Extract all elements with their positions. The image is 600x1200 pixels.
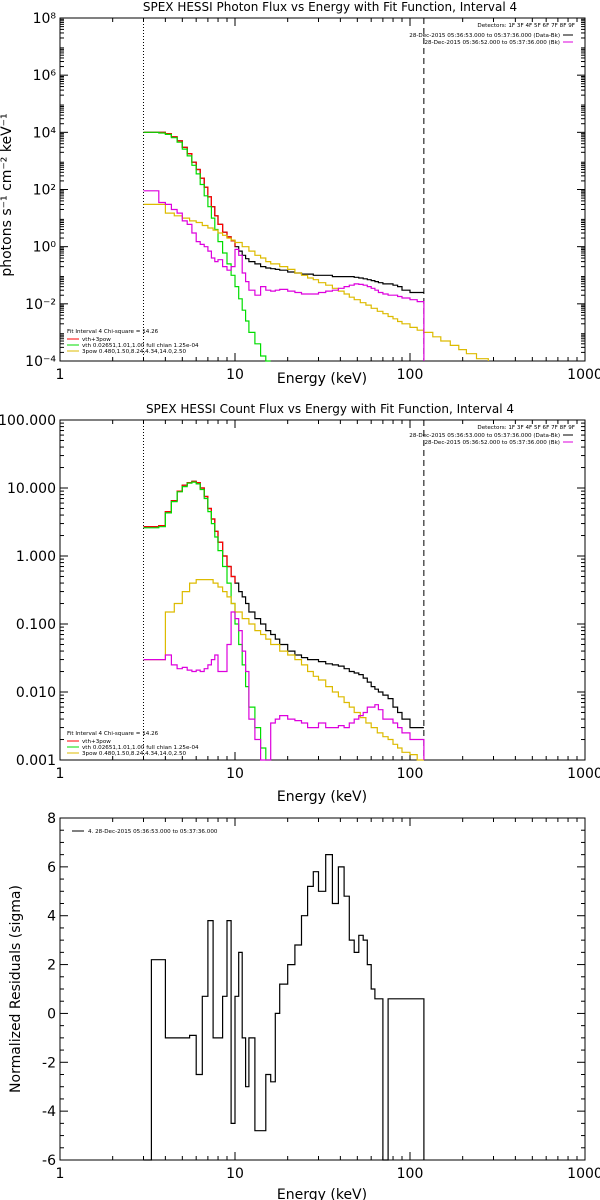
- photon-flux-ylabel: photons s⁻¹ cm⁻² keV⁻¹: [0, 113, 15, 276]
- y-tick-label: 10⁸: [33, 11, 57, 27]
- count-flux-title: SPEX HESSI Count Flux vs Energy with Fit…: [146, 402, 514, 416]
- count-flux-plot-frame: [59, 419, 586, 761]
- series-yellow: [143, 203, 489, 361]
- count-flux-time-data: 28-Dec-2015 05:36:53.000 to 05:37:36.000…: [409, 433, 560, 439]
- series-magenta: [143, 190, 425, 361]
- count-flux-time-bk: 28-Dec-2015 05:36:52.000 to 05:37:36.000…: [424, 440, 560, 446]
- y-tick-label: 2: [47, 958, 56, 974]
- x-tick-label: 1000: [567, 766, 600, 782]
- y-tick-label: 0.100: [16, 617, 56, 633]
- photon-flux-legend-1: vth+3pow: [82, 337, 111, 343]
- count-flux-legend-2: vth 0.02651,1.01,1.00 full chian 1.25e-0…: [82, 745, 199, 751]
- residuals-ylabel: Normalized Residuals (sigma): [8, 885, 24, 1093]
- photon-flux-legend-2: vth 0.02651,1.01,1.00 full chian 1.25e-0…: [82, 343, 199, 349]
- count-flux-legend-3: 3pow 0.480,1.50,8.24,4.34,14.0,2.50: [82, 751, 187, 757]
- count-flux-xlabel: Energy (keV): [277, 789, 367, 805]
- y-tick-label: -6: [42, 1153, 56, 1169]
- y-tick-label: 100.000: [0, 413, 56, 429]
- x-tick-label: 10: [226, 1166, 244, 1182]
- y-tick-label: -4: [42, 1104, 56, 1120]
- residuals-legend-1: 4. 28-Dec-2015 05:36:53.000 to 05:37:36.…: [88, 829, 218, 835]
- photon-flux-fit-text: Fit Interval 4 Chi-square = 14.26: [67, 329, 159, 335]
- x-tick-label: 1: [56, 766, 65, 782]
- y-tick-label: 1.000: [16, 549, 56, 565]
- photon-flux-legend-3: 3pow 0.480,1.50,8.24,4.34,14.0,2.50: [82, 349, 187, 355]
- residuals-xlabel: Energy (keV): [277, 1187, 367, 1200]
- x-tick-label: 100: [397, 367, 424, 383]
- photon-flux-time-data: 28-Dec-2015 05:36:53.000 to 05:37:36.000…: [409, 33, 560, 39]
- count-flux-legend: Detectors: 1F 3F 4F 5F 6F 7F 8F 9F 28-De…: [67, 425, 575, 757]
- photon-flux-legend: Detectors: 1F 3F 4F 5F 6F 7F 8F 9F 28-De…: [67, 23, 575, 355]
- series-green: [143, 131, 271, 362]
- x-tick-label: 1: [56, 367, 65, 383]
- x-tick-label: 1000: [567, 1166, 600, 1182]
- count-flux-detectors: Detectors: 1F 3F 4F 5F 6F 7F 8F 9F: [477, 425, 575, 431]
- x-tick-label: 10: [226, 367, 244, 383]
- count-flux-fit-text: Fit Interval 4 Chi-square = 14.26: [67, 731, 159, 737]
- photon-flux-panel: SPEX HESSI Photon Flux vs Energy with Fi…: [0, 0, 600, 387]
- y-tick-label: 10.000: [7, 481, 56, 497]
- count-flux-panel: SPEX HESSI Count Flux vs Energy with Fit…: [0, 402, 600, 805]
- series-magenta: [143, 611, 425, 761]
- series-green: [143, 481, 271, 761]
- residuals-legend: 4. 28-Dec-2015 05:36:53.000 to 05:37:36.…: [72, 829, 218, 835]
- y-tick-label: 0: [47, 1006, 56, 1022]
- y-tick-label: -2: [42, 1055, 56, 1071]
- y-tick-label: 10⁰: [33, 240, 57, 256]
- photon-flux-title: SPEX HESSI Photon Flux vs Energy with Fi…: [143, 0, 517, 14]
- series-black: [143, 854, 425, 1161]
- x-tick-label: 100: [397, 766, 424, 782]
- photon-flux-detectors: Detectors: 1F 3F 4F 5F 6F 7F 8F 9F: [477, 23, 575, 29]
- photon-flux-xlabel: Energy (keV): [277, 371, 367, 387]
- y-tick-label: 8: [47, 811, 56, 827]
- x-tick-label: 10: [226, 766, 244, 782]
- y-tick-label: 0.010: [16, 685, 56, 701]
- count-flux-legend-1: vth+3pow: [82, 739, 111, 745]
- x-tick-label: 100: [397, 1166, 424, 1182]
- y-tick-label: 0.001: [16, 753, 56, 769]
- y-tick-label: 10⁴: [33, 125, 57, 141]
- y-tick-label: 6: [47, 860, 56, 876]
- y-tick-label: 10⁻²: [25, 297, 56, 313]
- photon-flux-time-bk: 28-Dec-2015 05:36:52.000 to 05:37:36.000…: [424, 40, 560, 46]
- y-tick-label: 10⁻⁴: [25, 354, 56, 370]
- residuals-panel: Energy (keV) Normalized Residuals (sigma…: [8, 811, 600, 1200]
- x-tick-label: 1000: [567, 367, 600, 383]
- x-tick-label: 1: [56, 1166, 65, 1182]
- y-tick-label: 4: [47, 909, 56, 925]
- series-yellow: [143, 579, 424, 761]
- y-tick-label: 10⁶: [33, 68, 57, 84]
- y-tick-label: 10²: [33, 183, 56, 199]
